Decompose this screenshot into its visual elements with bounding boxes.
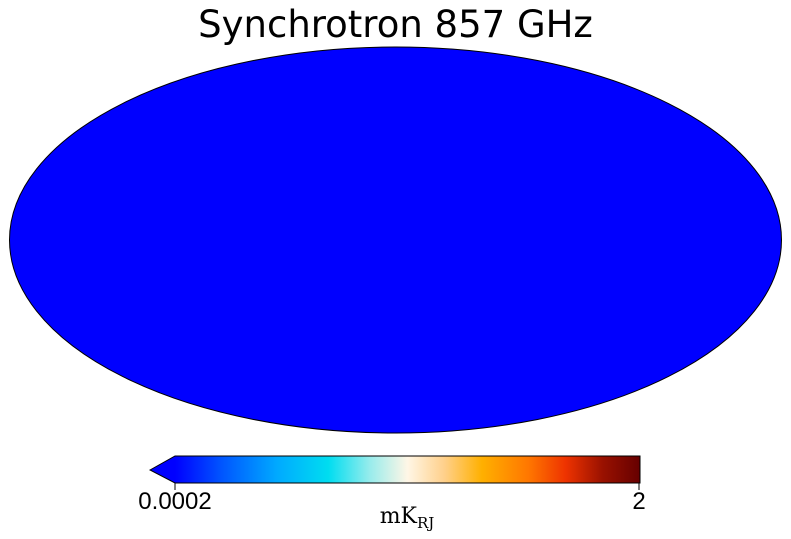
colorbar-unit-label: mKRJ: [380, 503, 435, 537]
colorbar-under-triangle: [150, 456, 175, 483]
mollweide-sky-map: [10, 47, 782, 433]
unit-subscript: RJ: [417, 514, 434, 532]
unit-main: mK: [380, 504, 417, 529]
colorbar-max-label: 2: [632, 488, 645, 516]
colorbar: [175, 456, 640, 483]
colorbar-min-label: 0.0002: [138, 488, 211, 516]
